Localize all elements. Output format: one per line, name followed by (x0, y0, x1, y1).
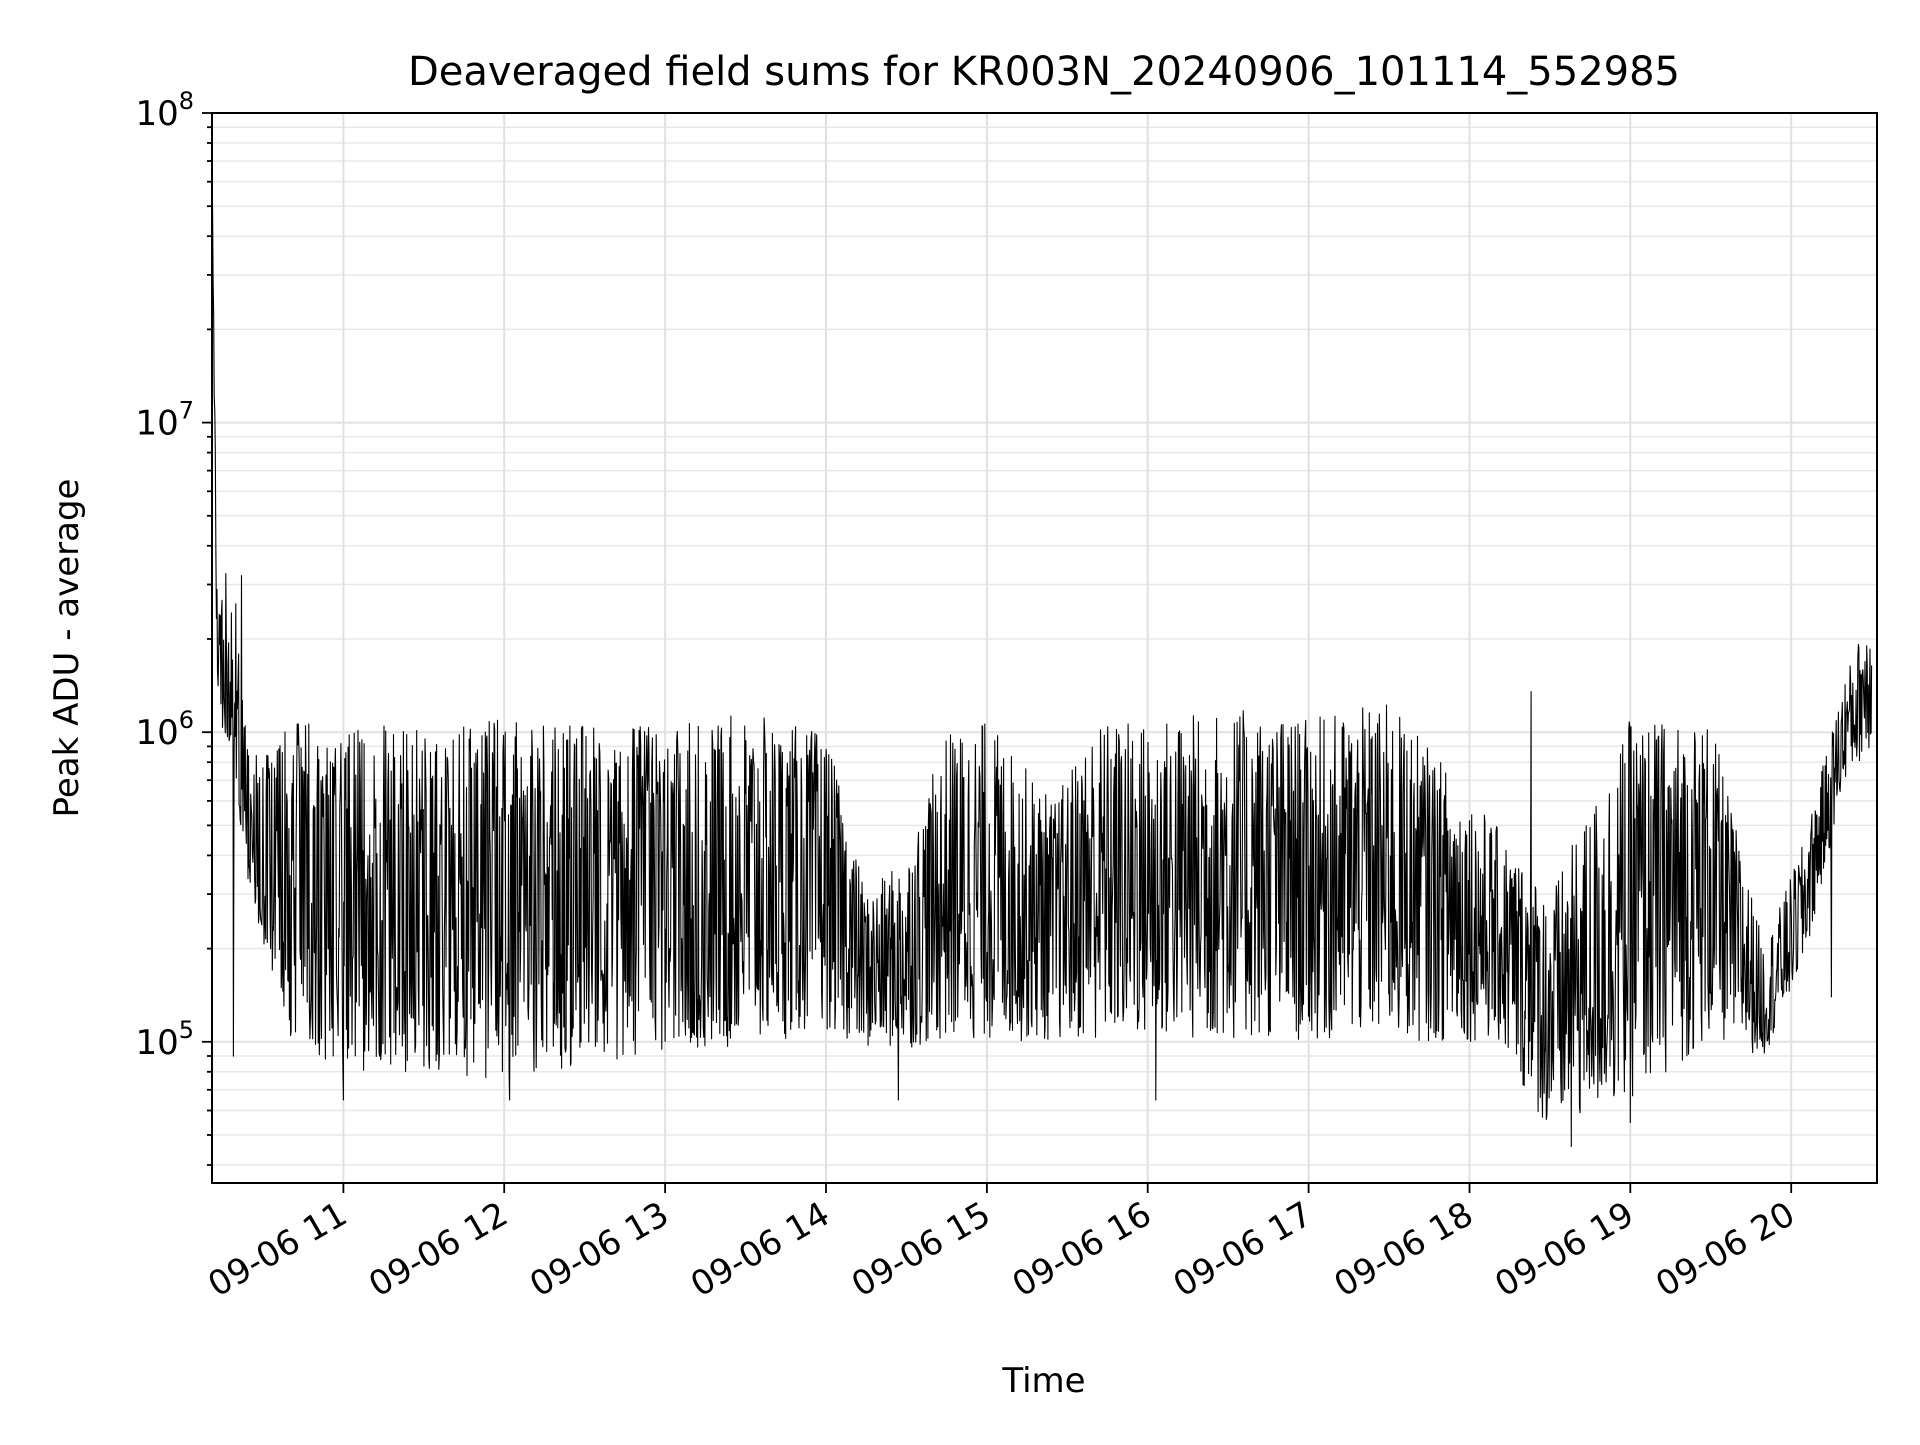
series-spike-point (897, 1099, 900, 1101)
series-spike-point (1155, 1099, 1157, 1101)
axis-ticks (202, 112, 1793, 1193)
series-spike-point (509, 1099, 511, 1101)
chart-title: Deaveraged field sums for KR003N_2024090… (408, 49, 1680, 95)
series-spike-point (240, 575, 243, 577)
series-line (211, 168, 1873, 1147)
series-spike-point (1830, 996, 1832, 998)
series-spike-point (342, 1099, 344, 1101)
y-axis-label: Peak ADU - average (47, 479, 87, 818)
y-tick-label: 105 (135, 1016, 194, 1063)
y-tick-label: 107 (135, 397, 194, 444)
plot-frame (211, 112, 1878, 1184)
y-tick-labels: 105 106 107 108 (135, 87, 194, 1063)
y-tick-label: 106 (135, 706, 194, 753)
series-layer (211, 168, 1873, 1147)
series-spike-point (1629, 1121, 1631, 1123)
y-tick-label: 108 (135, 87, 194, 134)
x-axis-label: Time (1001, 1361, 1085, 1401)
series-spike-point (232, 1055, 234, 1057)
series-spike-point (1570, 1145, 1572, 1147)
minor-gridlines (212, 126, 1877, 1166)
series-spike-point (1530, 691, 1532, 693)
